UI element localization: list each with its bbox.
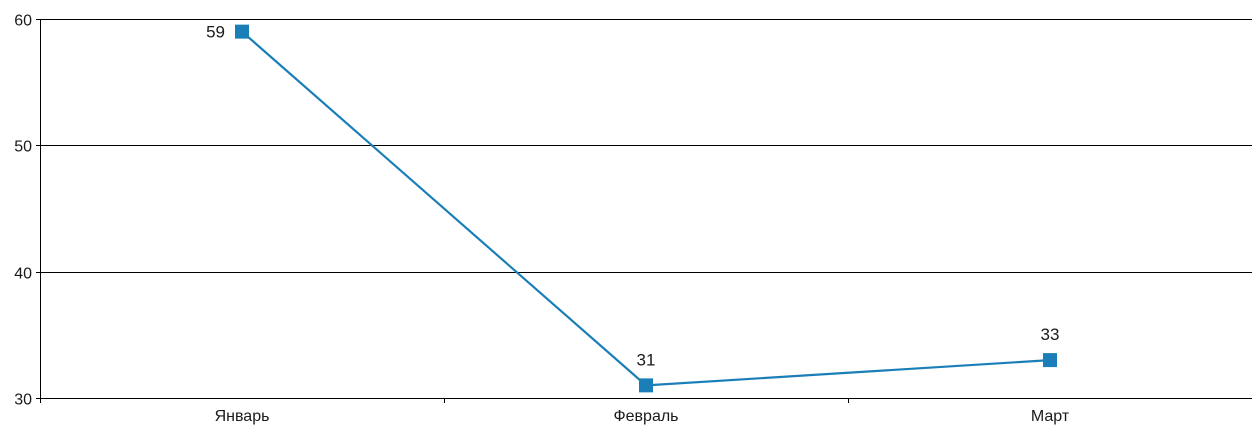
axes	[36, 19, 1252, 403]
y-tick-label-60: 60	[14, 13, 32, 30]
data-point-3	[1043, 353, 1057, 368]
data-point-2	[639, 378, 653, 393]
y-tick-label-50: 50	[14, 139, 32, 156]
x-tick-label-2: Февраль	[613, 408, 678, 425]
x-tick-label-1: Январь	[215, 408, 270, 425]
data-label-1: 59	[206, 23, 225, 42]
series-group	[235, 24, 1057, 393]
x-tick-label-3: Март	[1031, 408, 1070, 425]
gridlines	[40, 19, 1252, 273]
data-label-2: 31	[637, 350, 656, 369]
labels: 30 40 50 60 Январь Февраль Март 59 31 33	[14, 13, 1070, 426]
data-label-3: 33	[1041, 325, 1060, 344]
y-tick-label-30: 30	[14, 392, 32, 409]
y-tick-label-40: 40	[14, 266, 32, 283]
data-point-1	[235, 24, 249, 39]
series-line-1	[241, 30, 1051, 387]
